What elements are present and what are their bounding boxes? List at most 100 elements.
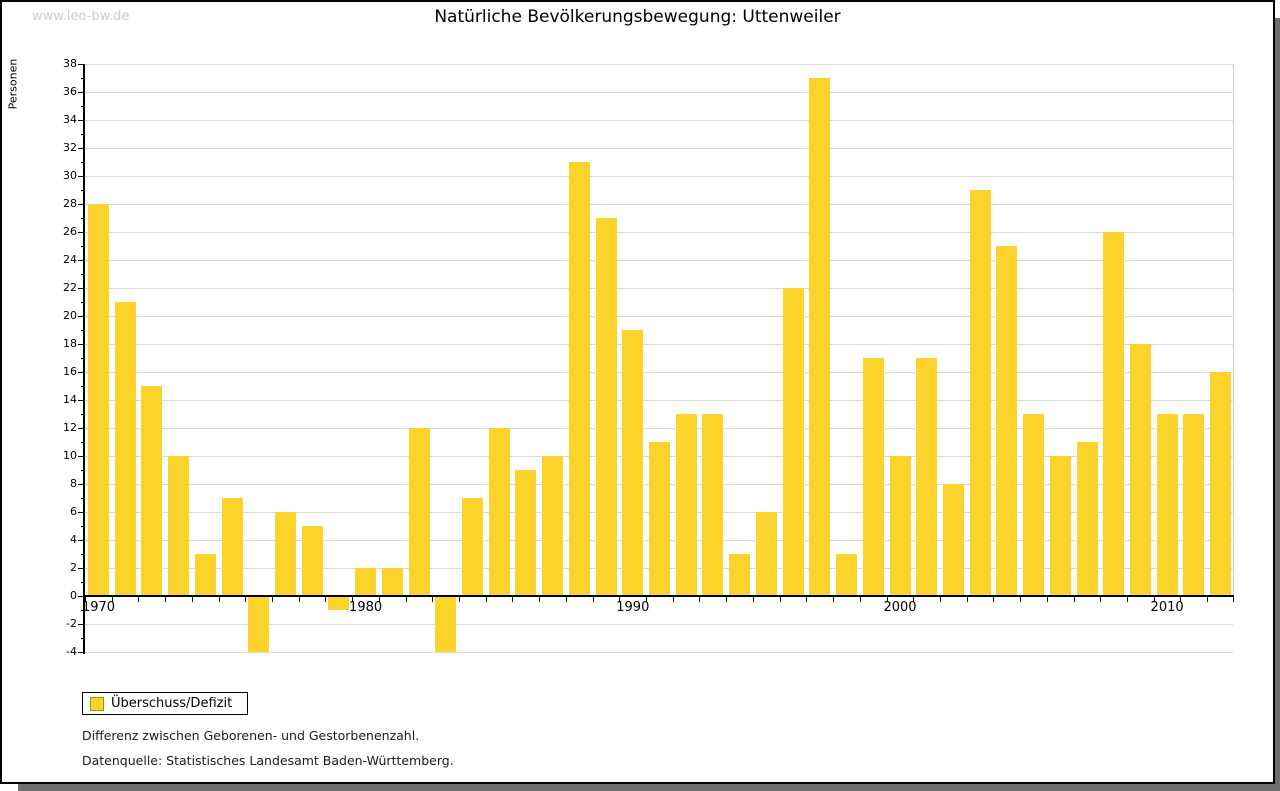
bar-1987 xyxy=(542,456,564,595)
y-axis-tick xyxy=(78,204,84,205)
x-axis-tick xyxy=(1153,597,1155,602)
gridline xyxy=(85,204,1233,205)
gridline xyxy=(85,652,1233,653)
bar-2003 xyxy=(969,190,991,595)
x-axis-tick xyxy=(165,597,167,602)
y-axis-tick xyxy=(81,78,84,79)
y-axis-tick xyxy=(78,344,84,345)
window-shadow-bottom xyxy=(18,784,1275,791)
y-tick-label: -4 xyxy=(66,645,77,658)
gridline xyxy=(85,288,1233,289)
y-axis-tick xyxy=(78,260,84,261)
x-axis-tick xyxy=(432,597,434,602)
x-axis xyxy=(83,595,1234,597)
bar-1978 xyxy=(301,526,323,595)
x-axis-tick xyxy=(111,597,113,602)
x-axis-tick xyxy=(405,597,407,602)
bar-2012 xyxy=(1210,372,1231,595)
y-tick-label: -2 xyxy=(66,617,77,630)
x-tick-label: 1980 xyxy=(349,600,383,615)
y-axis-tick xyxy=(81,246,84,247)
bar-1976 xyxy=(248,597,270,652)
y-axis-tick xyxy=(81,162,84,163)
x-axis-tick xyxy=(512,597,514,602)
y-axis-tick xyxy=(78,428,84,429)
x-axis-tick xyxy=(939,597,941,602)
bar-1995 xyxy=(755,512,777,595)
y-axis-tick xyxy=(81,190,84,191)
bar-2000 xyxy=(889,456,911,595)
bar-2002 xyxy=(942,484,964,595)
y-axis-tick xyxy=(81,582,84,583)
x-axis-tick xyxy=(298,597,300,602)
x-axis-tick xyxy=(272,597,273,602)
gridline xyxy=(85,148,1233,149)
x-axis-tick xyxy=(806,597,808,602)
y-tick-label: 12 xyxy=(63,421,77,434)
y-axis-tick xyxy=(81,414,84,415)
x-axis-tick xyxy=(565,597,567,602)
x-axis-tick xyxy=(699,597,701,602)
x-axis-tick xyxy=(1100,597,1102,602)
y-axis-tick xyxy=(81,610,84,611)
bar-2005 xyxy=(1023,414,1044,595)
x-axis-tick xyxy=(1233,597,1234,602)
x-axis-tick xyxy=(1207,597,1208,602)
y-axis xyxy=(83,64,85,654)
y-axis-tick xyxy=(78,596,84,597)
y-tick-label: 38 xyxy=(63,57,77,70)
y-axis-tick xyxy=(78,484,84,485)
bar-1972 xyxy=(141,386,163,595)
x-tick-label: 1990 xyxy=(616,600,650,615)
bar-1992 xyxy=(675,414,697,595)
bar-1983 xyxy=(435,597,457,652)
y-axis-tick xyxy=(78,400,84,401)
x-axis-tick xyxy=(726,597,728,602)
bar-2007 xyxy=(1076,442,1098,595)
bar-1981 xyxy=(381,568,403,595)
y-axis-tick xyxy=(78,148,84,149)
x-axis-tick xyxy=(779,597,781,602)
y-tick-label: 14 xyxy=(63,393,77,406)
y-axis-tick xyxy=(78,456,84,457)
bar-2001 xyxy=(916,358,938,595)
y-axis-tick xyxy=(78,540,84,541)
gridline xyxy=(85,120,1233,121)
y-tick-label: 30 xyxy=(63,169,77,182)
gridline xyxy=(85,176,1233,177)
bar-1974 xyxy=(194,554,216,595)
x-axis-tick xyxy=(1020,597,1021,602)
x-axis-tick xyxy=(1073,597,1075,602)
legend-label: Überschuss/Defizit xyxy=(111,696,233,711)
y-axis-tick xyxy=(78,64,84,65)
x-axis-tick xyxy=(539,597,541,602)
bar-1993 xyxy=(702,414,724,595)
source-note: Datenquelle: Statistisches Landesamt Bad… xyxy=(82,753,454,768)
x-axis-tick xyxy=(1180,597,1182,602)
x-axis-tick xyxy=(646,597,647,602)
y-axis-tick xyxy=(81,386,84,387)
gridline xyxy=(85,260,1233,261)
y-axis-tick xyxy=(81,302,84,303)
y-axis-tick xyxy=(81,134,84,135)
y-tick-label: 10 xyxy=(63,449,77,462)
y-tick-label: 24 xyxy=(63,253,77,266)
legend: Überschuss/Defizit xyxy=(82,692,248,715)
y-tick-label: 26 xyxy=(63,225,77,238)
x-axis-tick xyxy=(325,597,327,602)
y-axis-tick xyxy=(78,288,84,289)
bar-1997 xyxy=(809,78,831,595)
bar-2004 xyxy=(996,246,1018,595)
y-tick-label: 6 xyxy=(70,505,77,518)
bar-1985 xyxy=(488,428,510,595)
y-axis-tick xyxy=(78,176,84,177)
bar-1989 xyxy=(595,218,617,595)
bar-1991 xyxy=(649,442,670,595)
bar-1986 xyxy=(515,470,537,595)
y-tick-label: 34 xyxy=(63,113,77,126)
window-shadow-right xyxy=(1275,18,1280,791)
x-axis-tick xyxy=(833,597,834,602)
y-tick-label: 28 xyxy=(63,197,77,210)
x-axis-tick xyxy=(993,597,995,602)
